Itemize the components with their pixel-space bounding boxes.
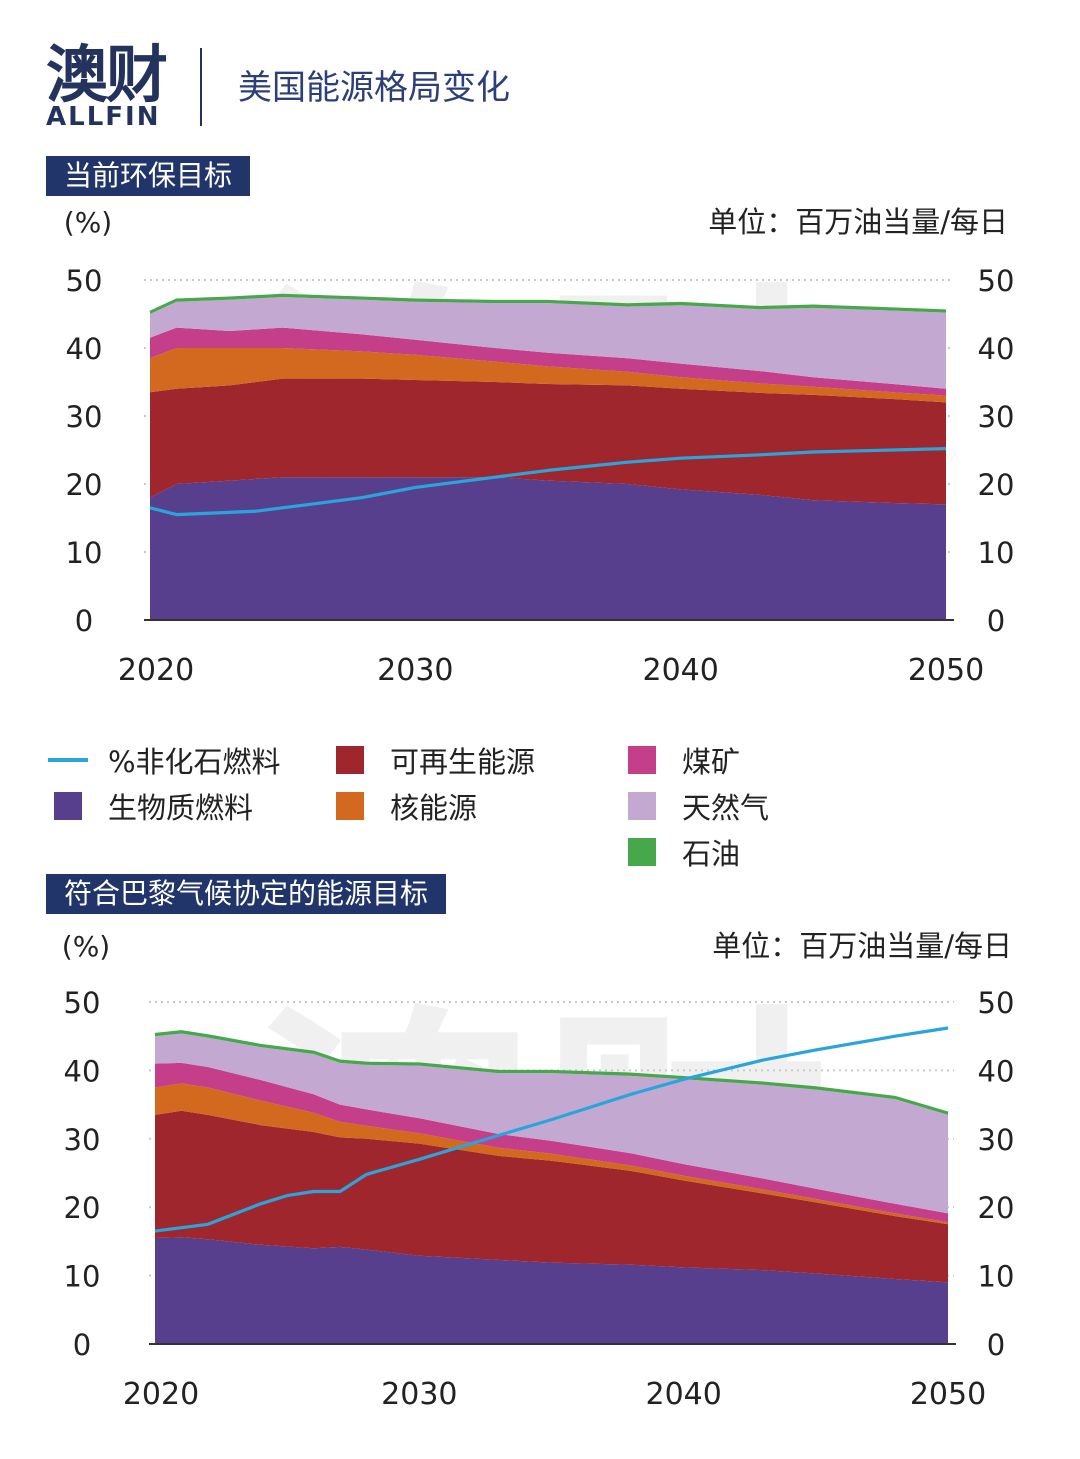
- line-swatch-icon: [48, 758, 88, 762]
- brand-logo-cn: 澳财: [46, 38, 168, 111]
- y-tick-label-right: 40: [978, 332, 1015, 366]
- unit-label: 单位：百万油当量/每日: [712, 929, 1012, 963]
- x-tick-label: 2020: [118, 653, 194, 688]
- y-tick-label-left: 10: [64, 1260, 101, 1294]
- legend-label: %非化石燃料: [108, 745, 281, 779]
- area-coal: [150, 327, 946, 396]
- y-tick-label-right: 30: [978, 400, 1015, 434]
- chart2-title: 符合巴黎气候协定的能源目标: [46, 874, 447, 914]
- x-tick-label: 2040: [645, 1377, 721, 1412]
- y-tick-label-left: 30: [66, 400, 103, 434]
- y-tick-label-right: 10: [978, 1260, 1015, 1294]
- y-tick-label-left: 40: [64, 1054, 101, 1088]
- brand-logo-en: ALLFIN: [46, 102, 161, 132]
- area-coal: [155, 1062, 948, 1223]
- x-tick-label: 2020: [123, 1377, 199, 1412]
- y-tick-label-right: 0: [987, 604, 1005, 638]
- area-nuclear: [150, 348, 946, 403]
- page-title: 美国能源格局变化: [238, 68, 510, 108]
- logo-divider: [200, 48, 202, 126]
- square-swatch-icon: [336, 792, 364, 820]
- legend: %非化石燃料 生物质燃料 可再生能源 核能源 煤矿 天然气 石油: [0, 730, 1080, 875]
- x-tick-label: 2050: [910, 1377, 986, 1412]
- x-tick-label: 2030: [381, 1377, 457, 1412]
- legend-item-renewable: 可再生能源: [336, 740, 535, 780]
- area-nuclear: [155, 1083, 948, 1225]
- area-oil-edge: [149, 293, 947, 314]
- y-axis-label: (%): [62, 930, 110, 963]
- area-gas: [150, 297, 946, 389]
- legend-label: 煤矿: [682, 745, 741, 779]
- area-biofuel: [150, 477, 946, 620]
- area-oil-edge: [154, 1030, 949, 1114]
- y-tick-label-right: 10: [978, 536, 1015, 570]
- chart1-title: 当前环保目标: [46, 156, 251, 196]
- y-tick-label-left: 40: [66, 332, 103, 366]
- x-tick-label: 2050: [908, 653, 984, 688]
- square-swatch-icon: [628, 792, 656, 820]
- non-fossil-line: [149, 447, 947, 517]
- chart2-svg: 澳财ALLFIN00101020203030404050502020203020…: [62, 929, 1015, 1412]
- legend-label: 核能源: [390, 791, 478, 825]
- area-renewable: [150, 378, 946, 505]
- area-gas: [155, 1033, 948, 1214]
- y-tick-label-right: 20: [978, 1191, 1015, 1225]
- legend-label: 石油: [682, 837, 741, 871]
- y-tick-label-left: 50: [64, 986, 101, 1020]
- y-tick-label-left: 30: [64, 1123, 101, 1157]
- chart1-svg: 澳财ALLFIN00101020203030404050502020203020…: [64, 205, 1015, 688]
- y-tick-label-left: 50: [66, 264, 103, 298]
- y-tick-label-right: 40: [978, 1054, 1015, 1088]
- unit-label: 单位：百万油当量/每日: [708, 205, 1008, 239]
- y-tick-label-right: 50: [978, 986, 1015, 1020]
- legend-item-biofuel: 生物质燃料: [54, 786, 253, 826]
- legend-item-oil: 石油: [628, 832, 740, 872]
- legend-item-line: %非化石燃料: [48, 740, 281, 780]
- legend-item-coal: 煤矿: [628, 740, 740, 780]
- y-tick-label-left: 10: [66, 536, 103, 570]
- y-tick-label-right: 30: [978, 1123, 1015, 1157]
- square-swatch-icon: [628, 838, 656, 866]
- area-renewable: [155, 1110, 948, 1283]
- legend-label: 生物质燃料: [108, 791, 254, 825]
- area-biofuel: [155, 1237, 948, 1344]
- y-tick-label-left: 0: [73, 1328, 91, 1362]
- square-swatch-icon: [336, 746, 364, 774]
- x-tick-label: 2030: [377, 653, 453, 688]
- y-axis-label: (%): [64, 206, 112, 239]
- y-tick-label-right: 50: [978, 264, 1015, 298]
- legend-item-gas: 天然气: [628, 786, 769, 826]
- y-tick-label-right: 20: [978, 468, 1015, 502]
- legend-item-nuclear: 核能源: [336, 786, 477, 826]
- square-swatch-icon: [54, 792, 82, 820]
- legend-label: 可再生能源: [390, 745, 536, 779]
- legend-label: 天然气: [682, 791, 770, 825]
- square-swatch-icon: [628, 746, 656, 774]
- y-tick-label-left: 0: [75, 604, 93, 638]
- y-tick-label-left: 20: [66, 468, 103, 502]
- y-tick-label-left: 20: [64, 1191, 101, 1225]
- x-tick-label: 2040: [642, 653, 718, 688]
- y-tick-label-right: 0: [987, 1328, 1005, 1362]
